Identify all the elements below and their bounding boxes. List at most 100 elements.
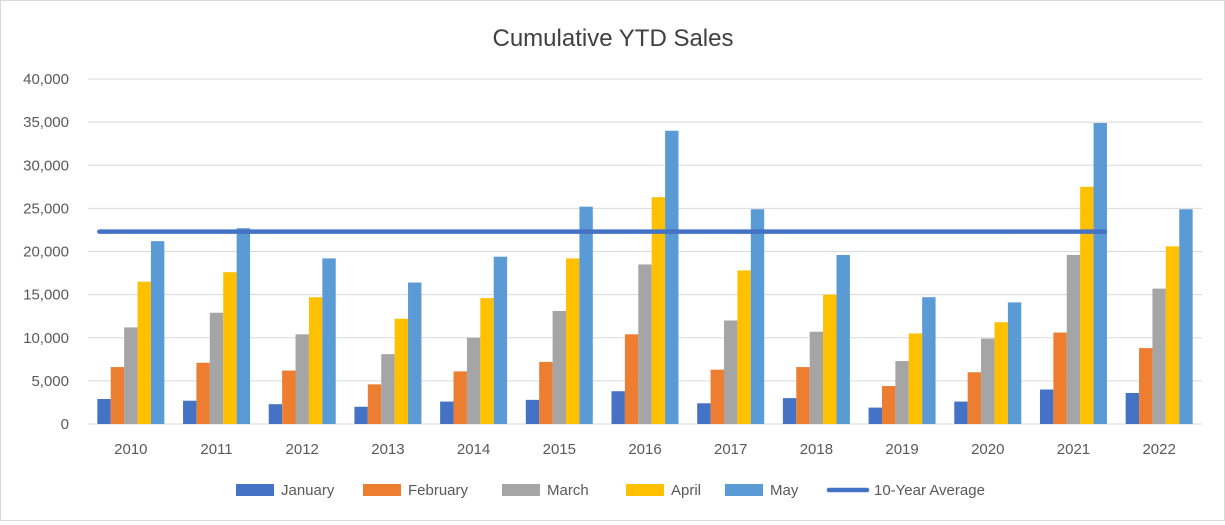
legend-label: March <box>547 482 589 499</box>
legend-swatch <box>725 484 763 496</box>
y-tick-label: 35,000 <box>23 114 69 131</box>
bar-march-2018 <box>809 331 824 424</box>
x-tick-label: 2019 <box>885 441 918 458</box>
x-tick-label: 2014 <box>457 441 490 458</box>
bar-january-2010 <box>97 398 111 424</box>
bar-january-2017 <box>697 403 711 424</box>
legend-swatch <box>502 484 540 496</box>
legend-label: April <box>671 482 701 499</box>
bar-february-2021 <box>1053 332 1067 424</box>
bar-april-2011 <box>223 272 237 424</box>
bar-may-2022 <box>1179 209 1193 424</box>
legend-label: January <box>281 482 335 499</box>
bar-january-2013 <box>354 406 368 424</box>
bar-april-2014 <box>480 298 494 424</box>
bar-january-2020 <box>954 401 968 424</box>
bar-march-2010 <box>124 327 138 424</box>
x-tick-label: 2018 <box>800 441 833 458</box>
bar-may-2013 <box>408 282 422 424</box>
gridlines <box>88 78 1202 425</box>
bar-february-2022 <box>1139 348 1153 424</box>
bar-february-2019 <box>881 386 896 424</box>
bar-may-2014 <box>493 256 508 424</box>
bar-march-2020 <box>981 338 995 424</box>
bars <box>97 122 1193 425</box>
bar-april-2012 <box>308 297 323 424</box>
x-tick-label: 2012 <box>286 441 319 458</box>
bar-february-2011 <box>196 362 210 424</box>
y-tick-label: 15,000 <box>23 287 69 304</box>
bar-april-2021 <box>1080 186 1094 424</box>
bar-february-2014 <box>453 371 467 424</box>
legend-label: 10-Year Average <box>874 482 985 499</box>
legend-label: February <box>408 482 469 499</box>
bar-may-2010 <box>150 241 165 424</box>
legend-swatch <box>626 484 664 496</box>
bar-january-2015 <box>525 399 540 424</box>
y-tick-label: 30,000 <box>23 157 69 174</box>
bar-march-2014 <box>466 337 481 424</box>
bar-february-2016 <box>624 334 639 424</box>
y-tick-label: 25,000 <box>23 200 69 217</box>
bar-may-2011 <box>236 228 251 424</box>
y-tick-label: 20,000 <box>23 244 69 261</box>
bar-january-2016 <box>611 391 625 424</box>
bar-february-2010 <box>110 367 125 424</box>
bar-march-2021 <box>1066 254 1081 424</box>
x-tick-label: 2011 <box>200 441 232 458</box>
chart-title: Cumulative YTD Sales <box>493 25 734 52</box>
bar-march-2011 <box>209 312 224 424</box>
bar-may-2017 <box>750 209 765 424</box>
bar-may-2015 <box>579 206 593 424</box>
bar-may-2020 <box>1007 302 1022 424</box>
bar-april-2017 <box>737 270 751 424</box>
bar-january-2022 <box>1125 392 1140 424</box>
x-tick-label: 2017 <box>714 441 747 458</box>
bar-april-2022 <box>1165 246 1180 424</box>
bar-april-2013 <box>394 318 409 424</box>
y-tick-label: 40,000 <box>23 71 69 88</box>
bar-march-2016 <box>638 264 652 424</box>
bar-february-2015 <box>539 361 553 424</box>
bar-february-2018 <box>796 367 810 424</box>
bar-january-2014 <box>440 401 454 424</box>
bar-march-2012 <box>295 334 309 424</box>
bar-may-2019 <box>922 297 936 424</box>
bar-february-2013 <box>367 384 382 424</box>
x-axis-ticks: 2010 2011 2012 2013 2014 2015 2016 2017 2018 2019… <box>114 441 1176 458</box>
bar-march-2015 <box>552 311 567 424</box>
bar-march-2022 <box>1152 288 1166 424</box>
bar-april-2020 <box>994 322 1008 424</box>
bar-may-2016 <box>665 130 679 424</box>
x-tick-label: 2021 <box>1057 441 1090 458</box>
y-tick-label: 5,000 <box>31 373 69 390</box>
y-axis-ticks: 0 5,000 10,000 15,000 20,000 25,000 30,000 35,0… <box>23 71 69 433</box>
bar-april-2019 <box>908 333 923 424</box>
bar-may-2012 <box>322 258 336 424</box>
legend-swatch <box>363 484 401 496</box>
y-tick-label: 0 <box>61 416 69 433</box>
x-tick-label: 2010 <box>114 441 147 458</box>
bar-january-2012 <box>268 404 283 424</box>
bar-march-2013 <box>381 354 395 424</box>
x-tick-label: 2020 <box>971 441 1004 458</box>
bar-january-2018 <box>782 398 797 424</box>
bar-january-2021 <box>1039 389 1054 424</box>
x-tick-label: 2015 <box>543 441 576 458</box>
bar-february-2020 <box>967 372 982 424</box>
bar-may-2018 <box>836 254 850 424</box>
bar-may-2021 <box>1093 122 1107 425</box>
bar-april-2015 <box>566 258 580 424</box>
bar-april-2010 <box>137 281 151 424</box>
bar-march-2019 <box>895 361 909 424</box>
bar-january-2019 <box>868 407 882 424</box>
bar-march-2017 <box>723 320 738 424</box>
legend-swatch <box>236 484 274 496</box>
legend-label: May <box>770 482 799 499</box>
bar-february-2012 <box>282 370 296 424</box>
x-tick-label: 2013 <box>371 441 404 458</box>
bar-january-2011 <box>183 400 197 424</box>
y-tick-label: 10,000 <box>23 330 69 347</box>
